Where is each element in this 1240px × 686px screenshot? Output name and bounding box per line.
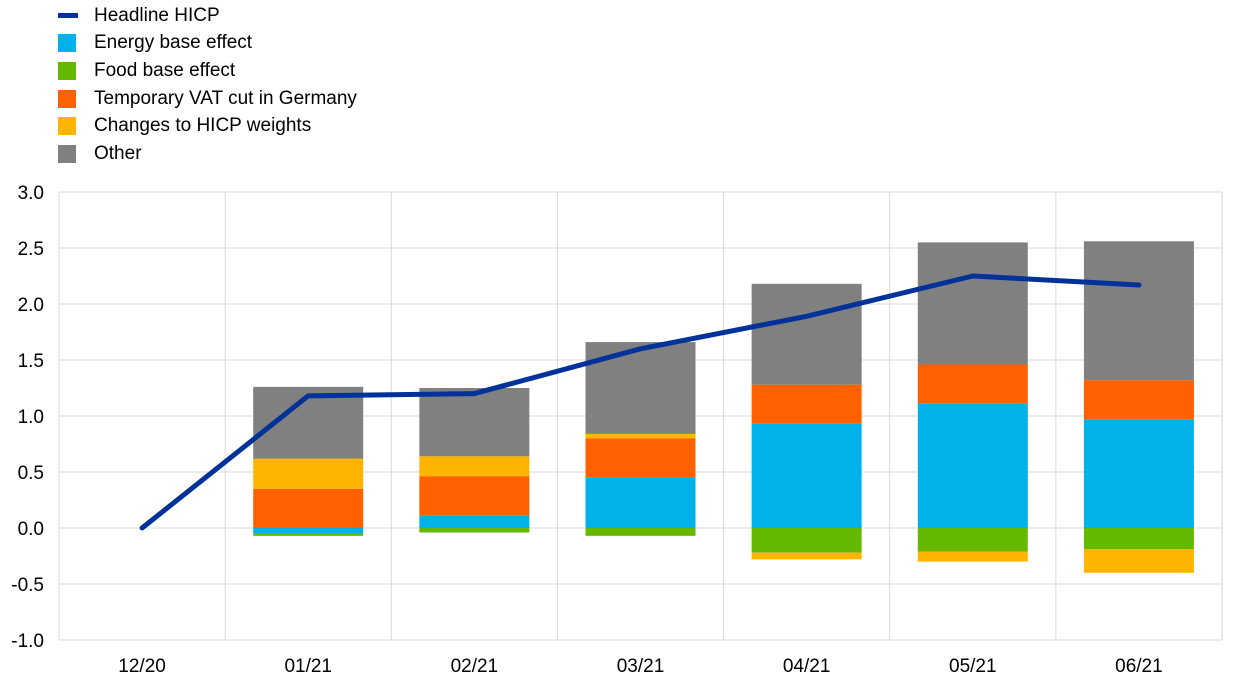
bar-segment-energy-base-effect [1083,419,1194,528]
y-axis-ticks: 3.0 2.5 2.0 1.5 1.0 0.5 0.0 -0.5 -1.0 [11,183,44,652]
x-tick-label: 12/20 [118,656,166,677]
y-tick-label: 0.0 [18,519,44,540]
bar-segment-changes-to-hicp-weights [917,551,1028,562]
legend-label: Changes to HICP weights [94,115,312,137]
bar-segment-food-base-effect [419,528,530,533]
x-axis-ticks: 12/20 01/21 02/21 03/21 04/21 05/21 06/21 [118,656,1162,677]
legend-label: Energy base effect [94,32,253,54]
bar-segment-changes-to-hicp-weights [751,552,862,560]
bar-segment-changes-to-hicp-weights [419,456,530,477]
y-tick-label: 0.5 [18,463,44,484]
legend-swatch [58,61,76,80]
bar-segment-temporary-vat-cut-in-germany [253,488,364,528]
bars [253,241,1194,573]
y-tick-label: -1.0 [11,631,44,652]
legend-label: Headline HICP [94,4,220,26]
x-tick-label: 02/21 [451,656,499,677]
bar-segment-other [751,283,862,385]
bar-segment-changes-to-hicp-weights [585,433,696,439]
y-tick-label: -0.5 [11,575,44,596]
y-tick-label: 1.5 [18,351,44,372]
bar-segment-energy-base-effect [917,403,1028,528]
legend-swatch [58,144,76,163]
bar-segment-food-base-effect [917,528,1028,552]
y-tick-label: 1.0 [18,407,44,428]
bar-segment-other [419,388,530,457]
bar-segment-energy-base-effect [585,477,696,528]
legend-label: Temporary VAT cut in Germany [94,87,357,109]
legend-label: Other [94,142,142,164]
legend-swatch [58,89,76,108]
chart-legend: Headline HICP Energy base effect Food ba… [58,2,357,168]
bar-segment-temporary-vat-cut-in-germany [419,476,530,516]
bar-segment-changes-to-hicp-weights [1083,549,1194,573]
x-tick-label: 01/21 [284,656,332,677]
legend-label: Food base effect [94,59,236,81]
bar-segment-temporary-vat-cut-in-germany [1083,380,1194,420]
bar-segment-food-base-effect [585,528,696,536]
y-tick-label: 2.5 [18,239,44,260]
legend-item-food-base-effect: Food base effect [58,57,357,85]
legend-swatch [58,117,76,136]
legend-item-vat-cut: Temporary VAT cut in Germany [58,85,357,113]
x-tick-label: 03/21 [617,656,665,677]
bar-segment-temporary-vat-cut-in-germany [751,384,862,424]
bar-segment-changes-to-hicp-weights [253,458,364,489]
headline-line [139,273,1142,531]
legend-item-other: Other [58,140,357,168]
legend-item-hicp-weights: Changes to HICP weights [58,112,357,140]
bar-segment-other [585,342,696,434]
x-tick-label: 04/21 [783,656,831,677]
bar-segment-temporary-vat-cut-in-germany [585,438,696,478]
legend-swatch [58,34,76,53]
bar-segment-other [1083,241,1194,381]
y-tick-label: 2.0 [18,295,44,316]
legend-line-swatch [58,13,78,19]
legend-item-headline-hicp: Headline HICP [58,2,357,30]
bar-segment-food-base-effect [253,533,364,536]
bar-segment-energy-base-effect [751,423,862,528]
y-tick-label: 3.0 [18,183,44,204]
bar-segment-food-base-effect [751,528,862,553]
bar-segment-other [917,242,1028,365]
bar-segment-food-base-effect [1083,528,1194,550]
x-tick-label: 05/21 [949,656,997,677]
x-tick-label: 06/21 [1115,656,1163,677]
bar-segment-energy-base-effect [419,515,530,528]
bar-segment-temporary-vat-cut-in-germany [917,364,1028,404]
bar-segment-energy-base-effect [253,528,364,534]
legend-item-energy-base-effect: Energy base effect [58,30,357,58]
